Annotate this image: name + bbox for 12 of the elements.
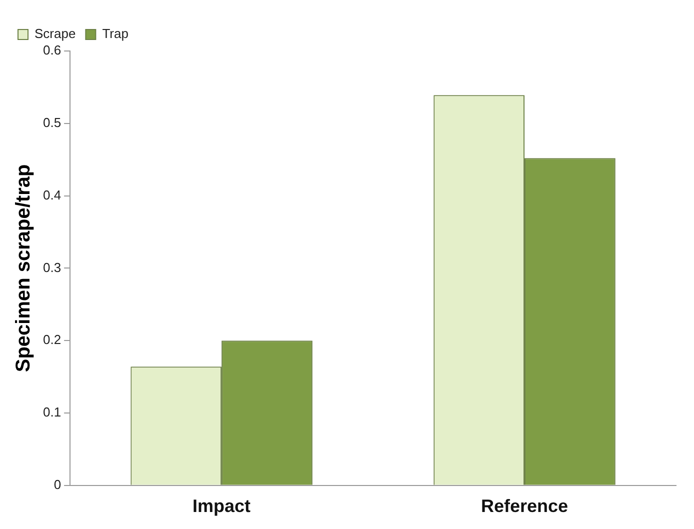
y-tick-label: 0.3	[42, 260, 62, 275]
y-tick-label: 0.6	[42, 42, 62, 58]
x-tick-label: Impact	[192, 496, 251, 516]
legend-label: Trap	[102, 26, 128, 42]
y-tick-label: 0.4	[42, 187, 62, 202]
y-tick-label: 0.1	[42, 404, 62, 420]
y-tick-label: 0.2	[42, 332, 62, 348]
y-tick-label: 0	[54, 476, 62, 492]
legend-label: Scrape	[34, 26, 76, 42]
y-axis-title: Specimen scrape/trap	[12, 164, 35, 372]
x-tick-label: Reference	[480, 496, 568, 516]
y-tick-label: 0.5	[42, 114, 62, 130]
